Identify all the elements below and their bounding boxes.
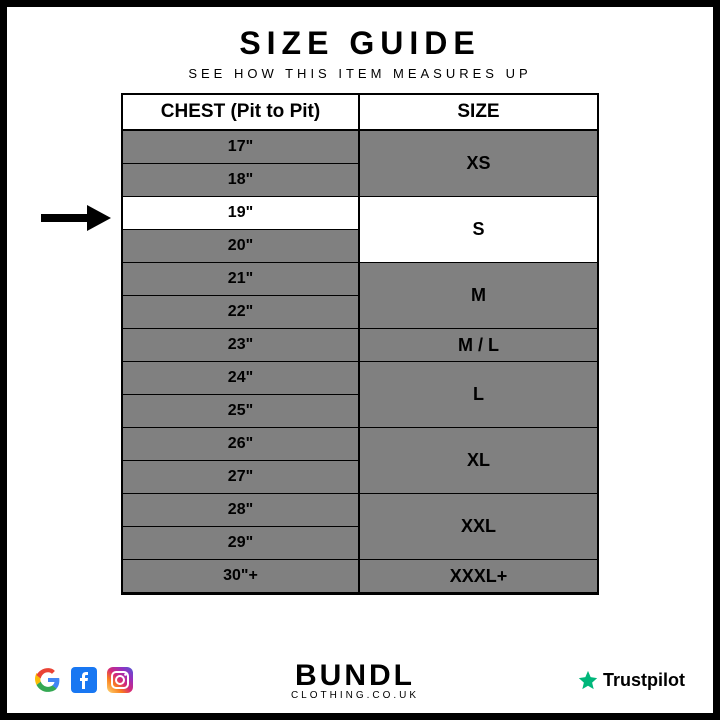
chest-cell: 29" (123, 527, 358, 560)
chest-cell: 24" (123, 362, 358, 395)
brand-main: BUNDL (291, 659, 419, 693)
size-cell: M / L (360, 329, 597, 362)
table-row: 21"22"M (123, 263, 597, 329)
trustpilot-logo: Trustpilot (577, 669, 685, 691)
brand-sub: CLOTHING.CO.UK (291, 690, 419, 701)
size-cell: XXXL+ (360, 560, 597, 593)
size-cell: XS (360, 131, 597, 197)
chest-cell: 22" (123, 296, 358, 329)
size-cell: XL (360, 428, 597, 494)
star-icon (577, 669, 599, 691)
chest-cell: 17" (123, 131, 358, 164)
chest-cell: 18" (123, 164, 358, 197)
col-header-size: SIZE (360, 95, 597, 129)
chest-cell: 30"+ (123, 560, 358, 593)
table-row: 24"25"L (123, 362, 597, 428)
page-subtitle: SEE HOW THIS ITEM MEASURES UP (7, 66, 713, 81)
table-row: 28"29"XXL (123, 494, 597, 560)
instagram-icon (107, 667, 133, 693)
chest-cell: 19" (123, 197, 358, 230)
chest-cell: 27" (123, 461, 358, 494)
size-cell: M (360, 263, 597, 329)
chest-cell: 23" (123, 329, 358, 362)
social-icons (35, 667, 133, 693)
arrow-icon (41, 205, 111, 231)
table-row: 23"M / L (123, 329, 597, 362)
size-cell: L (360, 362, 597, 428)
col-header-chest: CHEST (Pit to Pit) (123, 95, 360, 129)
chest-cell: 28" (123, 494, 358, 527)
google-icon (35, 667, 61, 693)
table-row: 30"+XXXL+ (123, 560, 597, 593)
trustpilot-label: Trustpilot (603, 670, 685, 691)
facebook-icon (71, 667, 97, 693)
size-cell: S (360, 197, 597, 263)
chest-cell: 26" (123, 428, 358, 461)
size-cell: XXL (360, 494, 597, 560)
table-row: 26"27"XL (123, 428, 597, 494)
footer: BUNDL CLOTHING.CO.UK Trustpilot (7, 659, 713, 701)
table-row: 19"20"S (123, 197, 597, 263)
brand-logo: BUNDL CLOTHING.CO.UK (291, 659, 419, 701)
table-row: 17"18"XS (123, 131, 597, 197)
chest-cell: 20" (123, 230, 358, 263)
chest-cell: 25" (123, 395, 358, 428)
chest-cell: 21" (123, 263, 358, 296)
size-table: CHEST (Pit to Pit) SIZE 17"18"XS19"20"S2… (121, 93, 599, 595)
page-title: SIZE GUIDE (7, 25, 713, 62)
